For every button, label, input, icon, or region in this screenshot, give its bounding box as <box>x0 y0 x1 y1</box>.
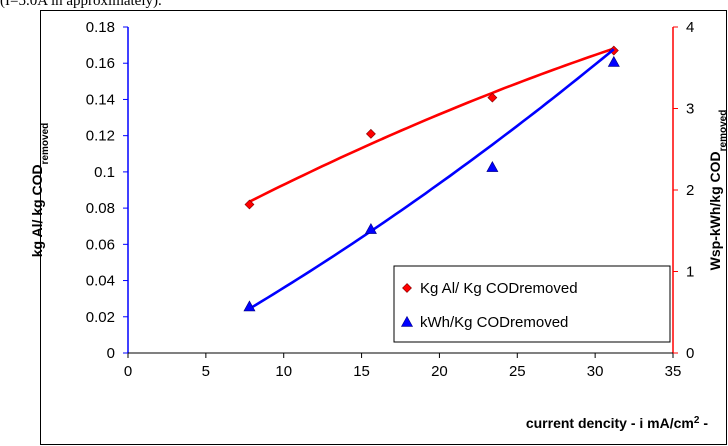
x-tick-label: 5 <box>202 363 210 380</box>
trendline-series-1 <box>248 47 615 203</box>
left-y-tick-label: 0.18 <box>86 19 115 36</box>
x-tick-label: 20 <box>431 363 448 380</box>
left-y-axis-title: kg Al/ kg CODremoved <box>29 123 51 258</box>
x-tick-label: 35 <box>665 363 682 380</box>
x-tick-label: 30 <box>587 363 604 380</box>
right-y-tick-label: 2 <box>686 182 694 199</box>
left-y-tick-label: 0.1 <box>94 164 115 181</box>
right-y-tick-label: 1 <box>686 264 694 281</box>
x-axis-title-superscript: 2 <box>694 415 700 426</box>
left-y-tick-label: 0.12 <box>86 128 115 145</box>
legend-marker-series-2 <box>400 315 414 327</box>
right-y-tick-label: 0 <box>686 345 694 362</box>
right-y-axis-title-subscript: removed <box>718 110 728 152</box>
x-tick-label: 25 <box>509 363 526 380</box>
legend-label-series-2: kWh/Kg CODremoved <box>420 314 568 331</box>
left-y-tick-label: 0.14 <box>86 91 115 108</box>
x-tick-label: 10 <box>275 363 292 380</box>
legend-label-series-1: Kg Al/ Kg CODremoved <box>420 280 578 297</box>
plot-layer: 0 5 10 15 20 25 30 3500.020.040.060.080.10.120.… <box>29 19 728 431</box>
left-y-tick-label: 0.16 <box>86 55 115 72</box>
data-point-series-2 <box>364 223 377 234</box>
chart-frame <box>40 10 727 445</box>
trendline-series-2 <box>248 48 615 310</box>
data-point-series-2 <box>486 161 499 172</box>
data-point-series-1 <box>244 199 255 210</box>
data-point-series-2 <box>243 300 256 312</box>
data-point-series-2 <box>607 55 620 67</box>
top-caption: (I=5.0A in approximately). <box>0 0 162 9</box>
left-y-tick-label: 0.04 <box>86 273 115 290</box>
data-point-series-1 <box>487 92 498 103</box>
left-y-tick-label: 0 <box>107 345 115 362</box>
x-tick-label: 0 <box>124 363 132 380</box>
right-y-tick-label: 3 <box>686 101 694 118</box>
left-y-tick-label: 0.06 <box>86 236 115 253</box>
legend-box <box>393 265 671 343</box>
left-y-tick-label: 0.02 <box>86 309 115 326</box>
x-axis-title-suffix: - <box>699 415 708 431</box>
left-y-tick-label: 0.08 <box>86 200 115 217</box>
legend-marker-series-1 <box>402 283 412 293</box>
right-y-axis-title: Wsp-kWh/kg CODremoved <box>707 110 728 271</box>
x-tick-label: 15 <box>353 363 370 380</box>
left-y-axis-title-subscript: removed <box>40 123 51 165</box>
data-point-series-1 <box>365 128 376 139</box>
right-y-tick-label: 4 <box>686 19 694 36</box>
x-axis-title: current dencity - i mA/cm2 - <box>526 415 708 432</box>
